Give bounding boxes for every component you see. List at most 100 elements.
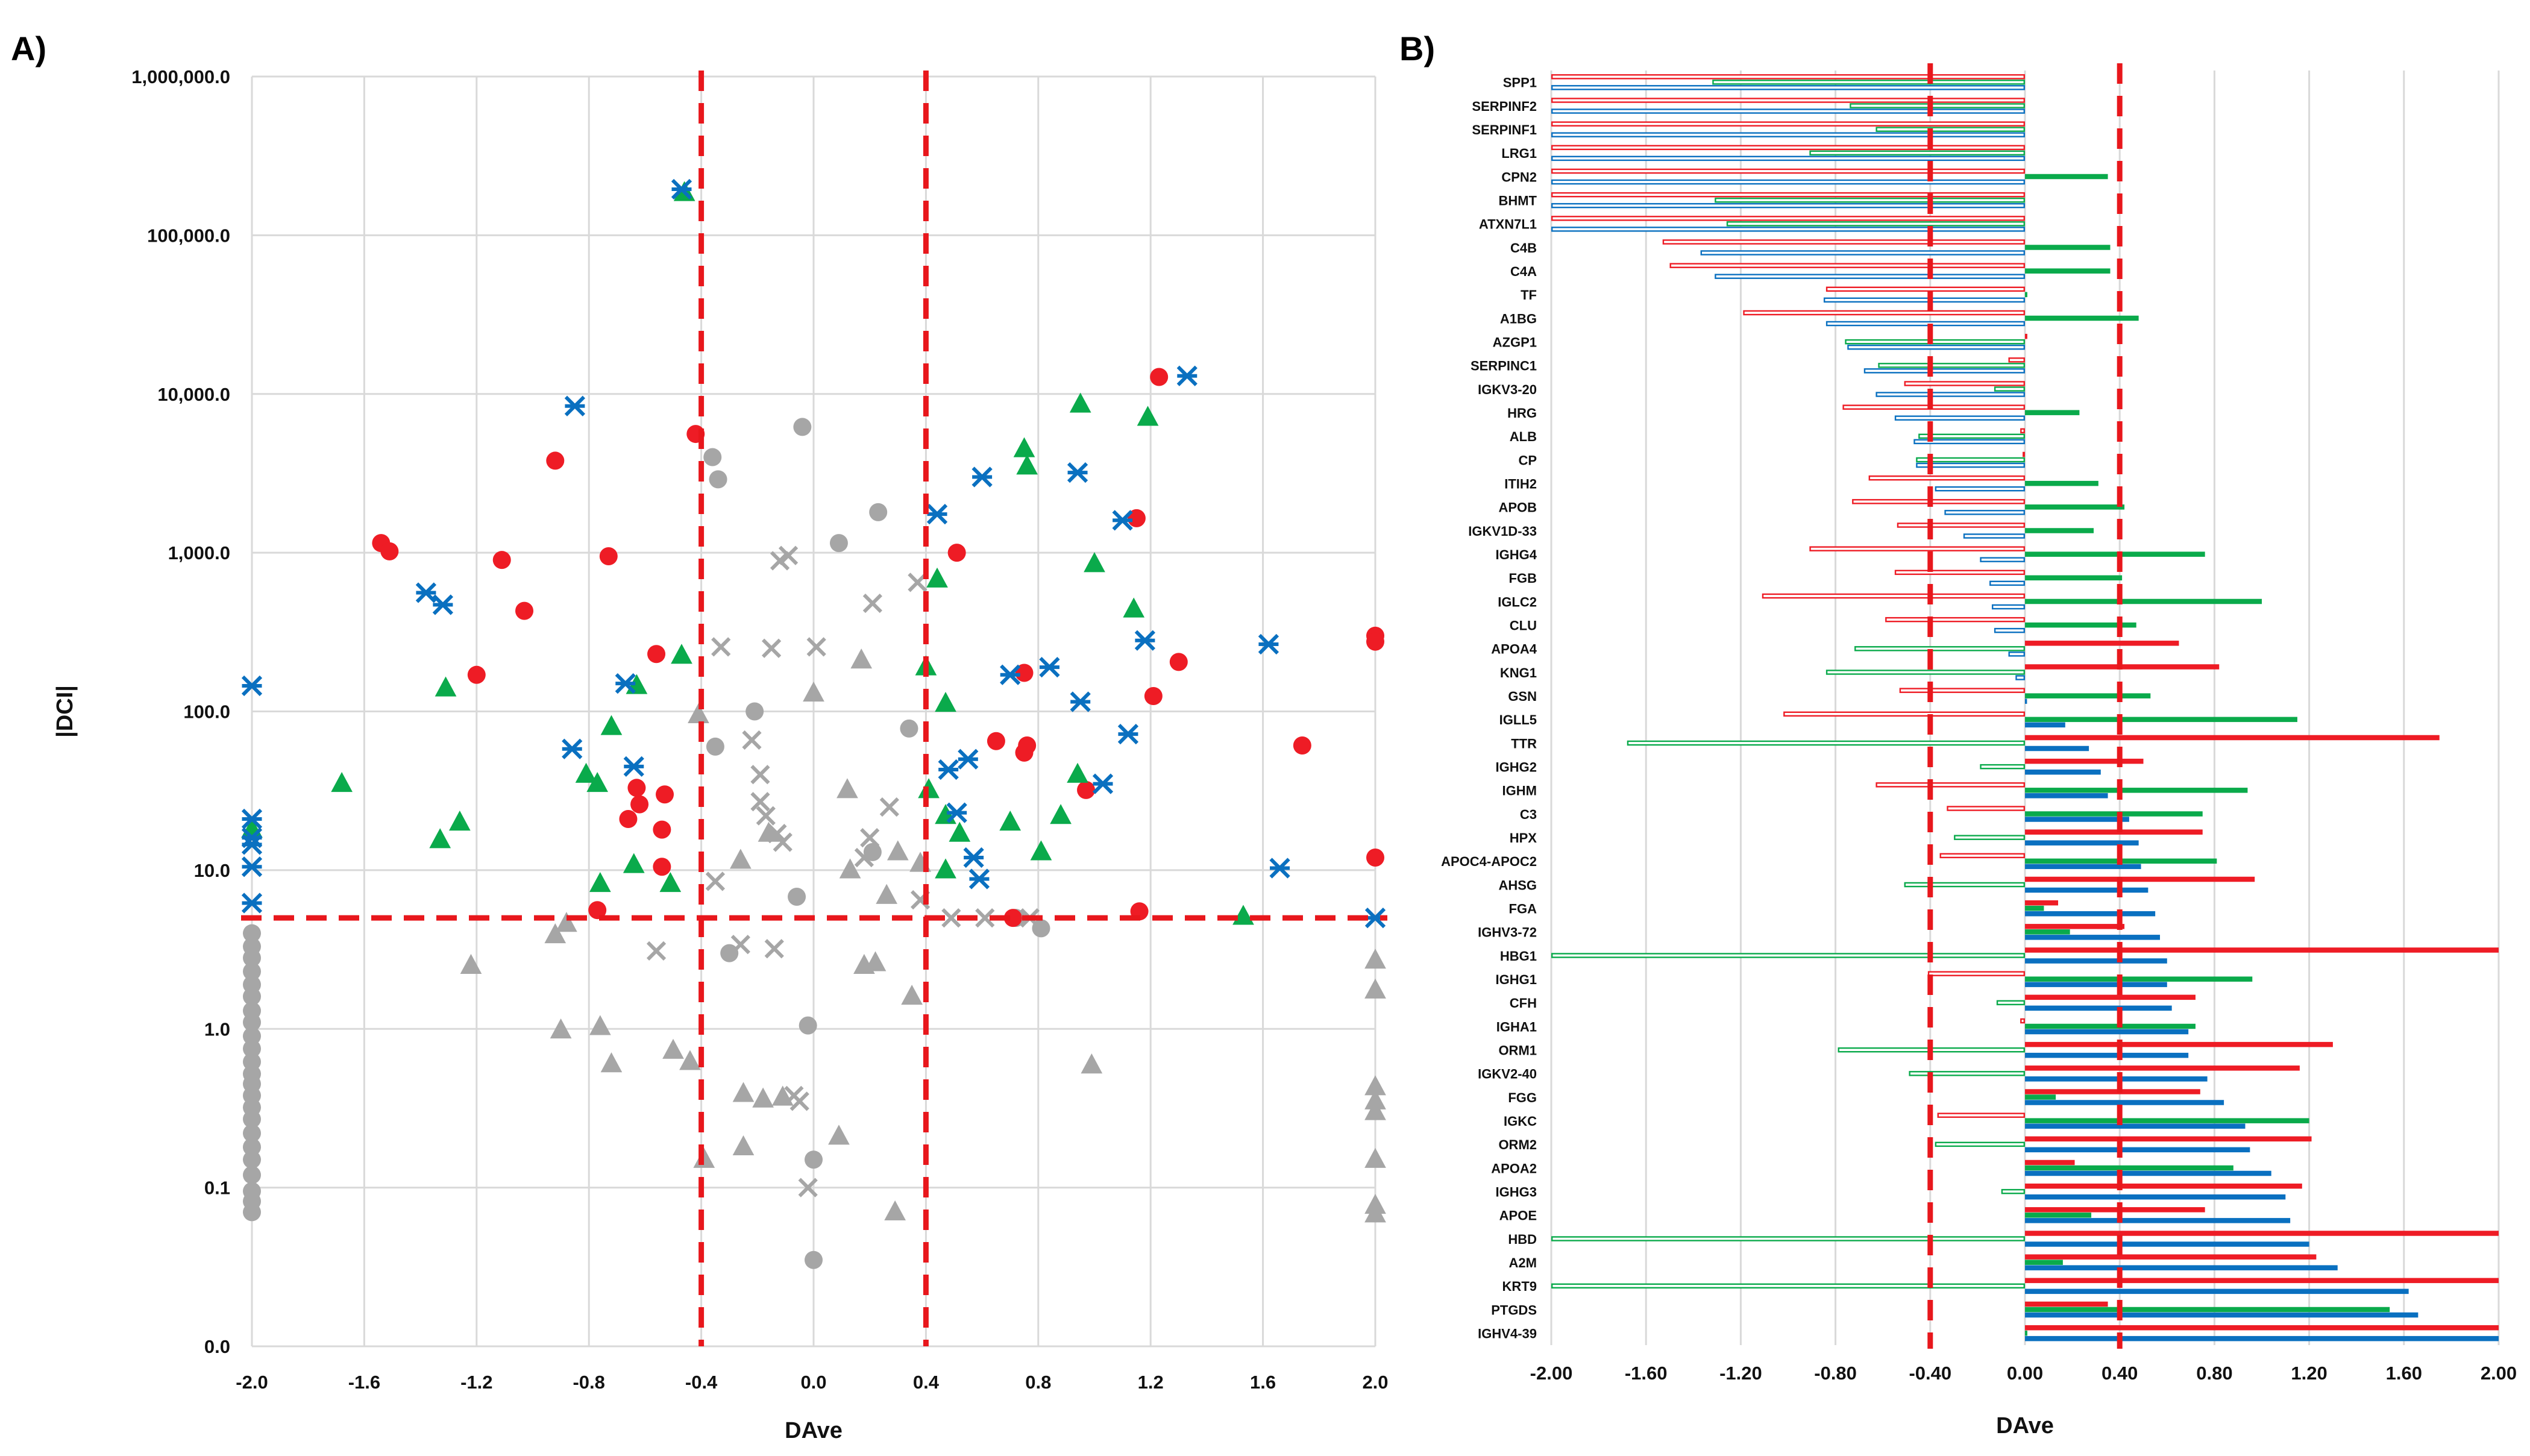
panel-b-bar-blue bbox=[2025, 722, 2065, 728]
panel-a-y-axis-title: |DCI| bbox=[52, 685, 78, 738]
panel-a-asterisk-point bbox=[564, 395, 586, 416]
panel-a-circle-point bbox=[546, 451, 565, 470]
panel-b-bar-green bbox=[2025, 1118, 2309, 1123]
panel-b-bar-red-open bbox=[1904, 381, 2026, 386]
panel-a-triangle-point bbox=[586, 772, 609, 792]
panel-a-circle-point bbox=[1366, 849, 1384, 867]
panel-a-asterisk-point bbox=[1176, 365, 1198, 386]
panel-a-triangle-point bbox=[935, 691, 956, 712]
panel-b-bar-green bbox=[2025, 528, 2094, 533]
panel-b-bar-red bbox=[2025, 641, 2179, 646]
panel-a-asterisk-point bbox=[1117, 723, 1139, 745]
panel-b-bar-green bbox=[2025, 905, 2044, 911]
panel-b-x-tick-labels: -2.00 -1.60 -1.20 -0.80 -0.40 0.00 0.40 0.80 1.2… bbox=[1530, 1363, 2517, 1384]
panel-b-category-label: HBD bbox=[1508, 1232, 1537, 1247]
panel-a-x-tick-label: 0.4 bbox=[913, 1372, 940, 1393]
panel-b-bar-blue-open bbox=[2008, 651, 2025, 657]
panel-a-cross-point bbox=[798, 1178, 818, 1197]
panel-a-circle-point bbox=[243, 1110, 261, 1129]
panel-a-circle-point bbox=[647, 645, 666, 664]
panel-a-asterisk-point bbox=[241, 834, 263, 855]
panel-b-bar-green-open bbox=[1726, 221, 2026, 227]
panel-b-bar-blue-open bbox=[1991, 604, 2025, 610]
panel-b-bar-green-open bbox=[1954, 835, 2026, 840]
panel-a-asterisk-point bbox=[1070, 691, 1091, 712]
panel-b-bar-red bbox=[2025, 1041, 2333, 1047]
panel-a-cross-point bbox=[756, 806, 776, 826]
panel-b-bar-green bbox=[2025, 1023, 2196, 1029]
panel-b-bar-green-open bbox=[1916, 457, 2025, 463]
panel-a-y-tick-labels: 0.0 0.1 1.0 10.0 100.0 1,000.0 10,000.0 100,000… bbox=[131, 66, 230, 1357]
panel-a-circle-point bbox=[599, 547, 618, 565]
panel-b-bar-green bbox=[2025, 1260, 2063, 1265]
panel-a-circle-point bbox=[799, 1016, 817, 1035]
panel-b-bar-green-open bbox=[1551, 1283, 2025, 1289]
panel-a-y-tick-label: 10,000.0 bbox=[157, 384, 230, 405]
panel-b-gridlines bbox=[1550, 71, 2500, 1345]
panel-a-triangle-point bbox=[732, 1135, 755, 1155]
panel-b-category-label: IGKC bbox=[1504, 1114, 1537, 1129]
panel-a-asterisk-point bbox=[938, 759, 959, 780]
panel-a-triangle-point bbox=[935, 858, 956, 879]
panel-b-bar-blue bbox=[2025, 1100, 2224, 1105]
panel-b-bar-green-open bbox=[1904, 882, 2026, 888]
panel-b-bar-red-open bbox=[2008, 357, 2025, 363]
panel-b-category-label: A2M bbox=[1509, 1255, 1537, 1270]
panel-b-bar-red-open bbox=[1783, 711, 2026, 717]
panel-a-x-tick-label: -0.4 bbox=[685, 1372, 718, 1393]
panel-b-bar-red-open bbox=[1947, 806, 2026, 811]
panel-b-bar-red-open bbox=[1551, 98, 2025, 103]
panel-a-triangle-point bbox=[1364, 1089, 1386, 1109]
panel-b-x-axis-title: DAve bbox=[1996, 1413, 2054, 1439]
panel-a-triangle-point bbox=[1123, 597, 1145, 618]
panel-b-bar-blue-open bbox=[1551, 179, 2025, 185]
panel-a-asterisk-point bbox=[1067, 462, 1088, 483]
panel-a-circle-point bbox=[653, 858, 671, 876]
panel-b-bar-red-open bbox=[1825, 286, 2026, 292]
panel-b-bar-green bbox=[2025, 693, 2151, 698]
panel-a-cross-point bbox=[854, 847, 874, 868]
panel-a-circle-point bbox=[1293, 736, 1311, 755]
panel-a-circle-point bbox=[1150, 368, 1169, 386]
panel-a-cross-point bbox=[730, 935, 750, 955]
panel-b-x-tick-label: -2.00 bbox=[1530, 1363, 1573, 1384]
panel-b-category-label: ITIH2 bbox=[1504, 476, 1537, 491]
panel-b-category-label: IGHG4 bbox=[1496, 547, 1537, 562]
panel-a-circle-point bbox=[243, 1027, 261, 1046]
panel-b-bar-blue bbox=[2025, 1005, 2172, 1011]
panel-a-asterisk-point bbox=[926, 503, 948, 525]
panel-b-category-label: FGA bbox=[1509, 901, 1537, 916]
panel-b-x-tick-label: -1.20 bbox=[1719, 1363, 1762, 1384]
panel-a-triangle-point bbox=[1364, 1100, 1386, 1120]
panel-b-bar-red bbox=[2025, 1183, 2302, 1189]
panel-a-triangle-point bbox=[803, 681, 824, 702]
panel-b-category-label: FGB bbox=[1509, 571, 1537, 586]
panel-b-bar-green-open bbox=[1909, 1071, 2025, 1076]
panel-a-asterisk-point bbox=[963, 847, 984, 868]
panel-a-triangle-point bbox=[884, 1200, 906, 1221]
panel-b-bar-blue bbox=[2025, 1312, 2419, 1318]
panel-a-triangle-point bbox=[662, 1038, 684, 1059]
panel-b-bar-blue-open bbox=[1551, 132, 2025, 137]
panel-a-asterisk-point bbox=[623, 756, 644, 777]
panel-a-circle-point bbox=[1003, 909, 1022, 927]
panel-a-circle-point bbox=[243, 987, 261, 1006]
panel-b-bar-blue-open bbox=[1994, 627, 2026, 633]
panel-a-triangle-point bbox=[729, 849, 752, 869]
panel-a-circle-point bbox=[380, 542, 399, 560]
panel-b-bar-red-open bbox=[1899, 688, 2025, 693]
panel-a-asterisk-point bbox=[241, 856, 263, 877]
panel-b-bar-blue bbox=[2025, 769, 2101, 775]
panel-a-circle-point bbox=[243, 962, 261, 981]
panel-b-bar-red bbox=[2025, 1159, 2075, 1166]
panel-b-category-label: IGHA1 bbox=[1496, 1019, 1537, 1034]
panel-b-bar-green bbox=[2025, 1330, 2027, 1336]
panel-b-bar-blue bbox=[2025, 1029, 2189, 1035]
panel-b-bar-green bbox=[2025, 1165, 2233, 1171]
panel-b-category-label: ALB bbox=[1510, 429, 1537, 444]
panel-b-bar-green bbox=[2025, 480, 2098, 486]
panel-b-bar-red-open bbox=[1762, 593, 2025, 599]
panel-b-bar-green bbox=[2025, 598, 2262, 604]
panel-b-bar-blue bbox=[2025, 1052, 2189, 1058]
panel-a-y-tick-label: 0.0 bbox=[204, 1336, 230, 1357]
